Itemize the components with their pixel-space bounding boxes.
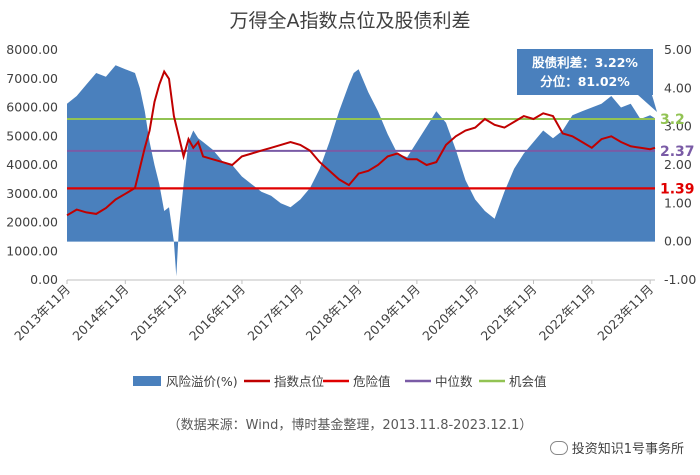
index-line-layer <box>66 69 656 217</box>
legend: 风险溢价(%) 指数点位 危险值 中位数 机会值 <box>133 374 547 389</box>
left-tick-label: 3000.00 <box>6 186 58 201</box>
legend-label: 危险值 <box>353 374 391 389</box>
right-tick-label: 2.00 <box>664 157 692 172</box>
left-tick-label: 8000.00 <box>6 42 58 57</box>
right-tick-label: 5.00 <box>664 42 692 57</box>
right-tick-label: 1.00 <box>664 195 692 210</box>
left-tick-label: 5000.00 <box>6 128 58 143</box>
legend-label: 指数点位 <box>274 374 324 389</box>
chart-title: 万得全A指数点位及股债利差 <box>229 10 471 32</box>
left-tick-label: 1000.00 <box>6 243 58 258</box>
left-tick-label: 2000.00 <box>6 215 58 230</box>
right-tick-label: -1.00 <box>664 272 696 287</box>
wechat-icon <box>549 441 568 455</box>
callout-spread-text: 股债利差：3.22% <box>532 55 638 70</box>
left-axis-ticks: 8000.00 7000.00 6000.00 5000.00 4000.00 3000.… <box>6 42 58 287</box>
legend-label: 机会值 <box>509 374 547 389</box>
reference-value-label: 2.37 <box>660 144 695 160</box>
left-tick-label: 6000.00 <box>6 100 58 115</box>
index-line <box>66 69 656 217</box>
right-tick-label: 0.00 <box>664 234 692 249</box>
right-tick-label: 4.00 <box>664 80 692 95</box>
left-tick-label: 4000.00 <box>6 157 58 172</box>
reference-labels: 1.39 2.37 3.2 <box>660 112 695 197</box>
legend-label: 风险溢价(%) <box>166 374 238 389</box>
reference-value-label: 1.39 <box>660 181 695 197</box>
right-tick-label: 3.00 <box>664 119 692 134</box>
left-tick-label: 7000.00 <box>6 71 58 86</box>
watermark-text: 投资知识1号事务所 <box>571 442 684 457</box>
right-axis-ticks: 5.00 4.00 3.00 2.00 1.00 0.00 -1.00 <box>664 42 696 287</box>
legend-swatch <box>133 376 161 386</box>
callout-percentile-text: 分位：81.02% <box>540 74 630 89</box>
left-tick-label: 0.00 <box>30 272 58 287</box>
reference-lines-layer <box>67 118 655 190</box>
spread-callout: 股债利差：3.22% 分位：81.02% <box>517 49 653 95</box>
risk-premium-area-layer <box>67 65 655 277</box>
source-note: （数据来源：Wind，博时基金整理，2013.11.8-2023.12.1） <box>167 418 533 433</box>
watermark: 投资知识1号事务所 <box>549 438 684 457</box>
reference-value-label: 3.2 <box>660 112 685 128</box>
risk-premium-area <box>67 65 655 277</box>
legend-label: 中位数 <box>435 374 473 389</box>
